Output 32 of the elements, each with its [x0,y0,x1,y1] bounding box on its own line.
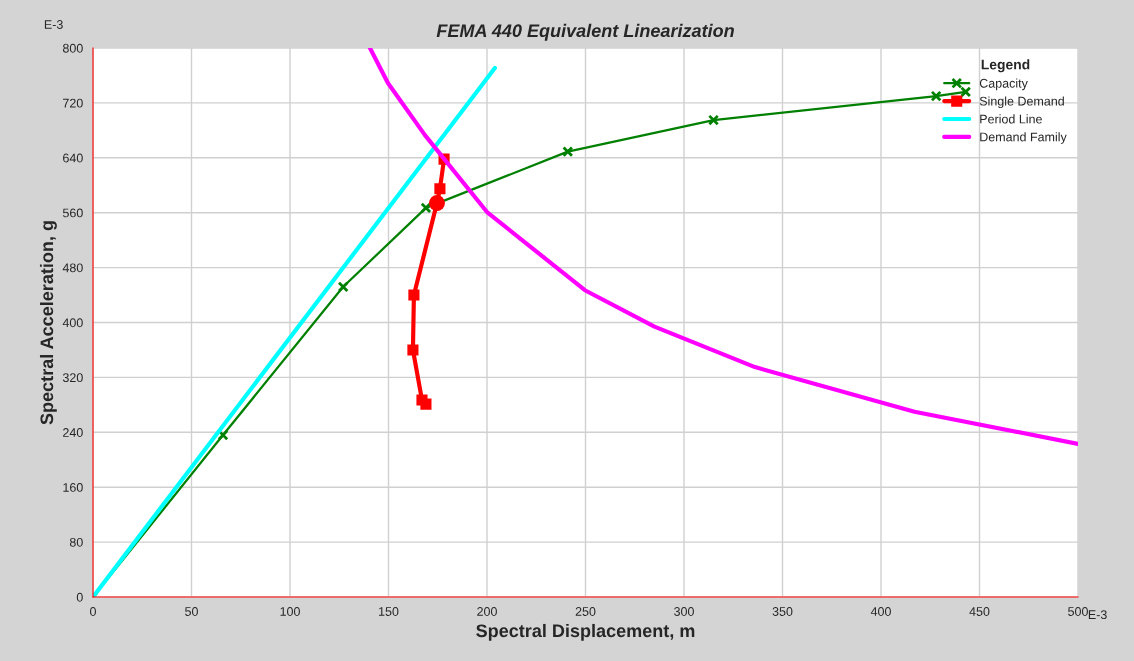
y-tick-label: 560 [62,208,83,218]
x-tick-label: 150 [379,607,399,616]
y-tick-label: 720 [63,98,83,108]
y-tick-label: 480 [62,263,83,273]
y-tick-label: 320 [62,373,83,383]
x-axis-title: Spectral Displacement, m [476,623,695,641]
y-tick-label: 0 [76,592,83,602]
text: E-3 [44,20,63,29]
chart-title: FEMA 440 Equivalent Linearization [436,23,734,41]
legend-label: Demand Family [980,132,1067,144]
x-tick-label: 50 [185,607,198,616]
x-tick-label: 450 [969,607,990,616]
y-tick-label: 400 [62,318,83,328]
x-tick-label: 400 [870,607,891,616]
x-tick-label: 500 [1068,607,1088,616]
x-tick-label: 100 [280,607,300,616]
x-tick-label: 350 [772,607,793,616]
x-tick-label: 200 [477,607,497,616]
x-tick-label: 0 [90,607,96,616]
legend-title: Legend [981,59,1030,73]
x-tick-label: 250 [575,607,596,616]
y-tick-label: 80 [69,537,83,547]
text: E-3 [1088,610,1107,620]
legend-label: Period Line [980,114,1042,124]
legend-label: Single Demand [979,96,1064,109]
legend-label: Capacity [979,78,1028,91]
x-tick-label: 300 [674,607,694,616]
y-tick-label: 240 [63,428,83,437]
y-tick-label: 800 [62,43,83,53]
y-tick-label: 160 [63,483,83,492]
y-tick-label: 640 [63,153,83,163]
y-axis-title: Spectral Acceleration, g [39,221,57,425]
